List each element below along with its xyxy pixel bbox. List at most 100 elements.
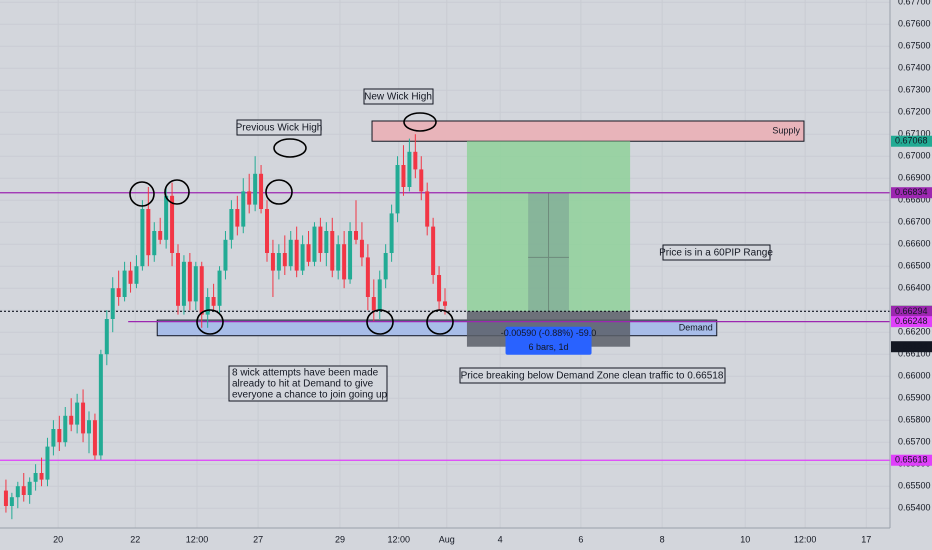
- candle-body: [205, 297, 210, 315]
- annotations: Previous Wick High New Wick High Price i…: [129, 88, 773, 402]
- measure-box: [505, 326, 592, 355]
- candle-body: [312, 226, 317, 262]
- y-tick-label: 0.67600: [898, 19, 931, 29]
- candle-body: [158, 231, 163, 240]
- candle-body: [33, 473, 38, 482]
- grid: [0, 0, 890, 528]
- candle-body: [92, 420, 97, 456]
- zone: [371, 120, 805, 142]
- candle-body: [63, 415, 68, 443]
- candle-body: [199, 266, 204, 315]
- candle-body: [104, 319, 109, 355]
- candle-body: [211, 297, 216, 306]
- candle-body: [342, 244, 347, 280]
- y-tick-label: 0.67300: [898, 85, 931, 95]
- candle-body: [359, 239, 364, 258]
- y-tick-label: 0.66900: [898, 173, 931, 183]
- y-tick-label: 0.66200: [898, 327, 931, 337]
- x-tick-label: 29: [335, 534, 345, 544]
- price-label: 0.66248: [895, 316, 928, 326]
- candle-body: [354, 231, 358, 240]
- candle-body: [170, 195, 175, 253]
- candle-body: [401, 165, 406, 187]
- y-tick-label: 0.67000: [898, 151, 931, 161]
- y-tick-label: 0.66000: [898, 371, 931, 381]
- drawings: Supply Demand -0.00590 (-0.88%) -59.0 6 bar…: [0, 120, 890, 461]
- candle-body: [187, 261, 192, 302]
- x-tick-label: 22: [130, 534, 140, 544]
- price-label: 0.67068: [895, 136, 928, 146]
- candle-body: [288, 239, 293, 267]
- note-box: [228, 365, 388, 402]
- note-box: [363, 88, 434, 105]
- candle-body: [300, 244, 305, 271]
- note: Previous Wick High: [236, 123, 323, 134]
- price-label-bg: [891, 454, 932, 466]
- candle-body: [431, 226, 436, 275]
- candle-body: [51, 429, 56, 447]
- plot: [3, 134, 447, 520]
- note: Price is in a 60PIP Range: [659, 248, 773, 259]
- note: New Wick High: [364, 92, 432, 103]
- measure-sublabel: 6 bars, 1d: [529, 342, 569, 352]
- price-label-bg: [891, 341, 932, 353]
- y-tick-label: 0.67100: [898, 129, 931, 139]
- y-tick-label: 0.66600: [898, 239, 931, 249]
- price-label-bg: [891, 316, 932, 328]
- candle-body: [437, 275, 442, 302]
- candle-body: [87, 420, 91, 434]
- y-tick-label: 0.67500: [898, 41, 931, 51]
- candle-body: [134, 266, 139, 284]
- candle-body: [336, 244, 341, 271]
- y-tick-label: 0.65800: [898, 415, 931, 425]
- circle: [366, 309, 394, 335]
- y-tick-label: 0.65700: [898, 437, 931, 447]
- candle-body: [176, 253, 180, 306]
- y-tick-label: 0.65500: [898, 481, 931, 491]
- x-tick-label: 8: [660, 534, 665, 544]
- circle: [196, 309, 224, 335]
- x-tick-label: 12:00: [387, 534, 410, 544]
- note: 8 wick attempts have been made: [232, 368, 379, 379]
- candle-body: [419, 169, 424, 192]
- price-label: 0.66134: [895, 341, 928, 351]
- zone-label: Demand: [679, 322, 713, 332]
- note-box: [662, 244, 771, 261]
- y-tick-label: 0.66700: [898, 217, 931, 227]
- candle-body: [294, 239, 299, 271]
- candle-body: [395, 165, 400, 214]
- y-tick-label: 0.65900: [898, 393, 931, 403]
- x-tick-label: 12:00: [794, 534, 817, 544]
- y-tick-label: 0.66400: [898, 283, 931, 293]
- x-tick-label: 17: [861, 534, 871, 544]
- x-tick-label: 10: [740, 534, 750, 544]
- x-tick-label: 4: [498, 534, 503, 544]
- measure-label: -0.00590 (-0.88%) -59.0: [501, 328, 597, 338]
- candle-body: [75, 402, 80, 425]
- candle-body: [15, 486, 20, 498]
- candle-body: [140, 209, 145, 267]
- candle-body: [57, 429, 62, 443]
- note-box: [236, 119, 322, 136]
- note: everyone a chance to join going up: [232, 390, 388, 401]
- circle: [129, 181, 155, 207]
- x-tick-label: 27: [253, 534, 263, 544]
- candle-body: [306, 244, 311, 262]
- candle-body: [413, 151, 418, 170]
- x-tick-label: 6: [578, 534, 583, 544]
- y-tick-label: 0.67200: [898, 107, 931, 117]
- candle-body: [443, 301, 447, 306]
- price-label-bg: [891, 187, 932, 199]
- candle-body: [348, 231, 353, 280]
- candle-body: [235, 209, 240, 227]
- note: Price breaking below Demand Zone clean t…: [461, 371, 724, 382]
- candle-body: [3, 490, 8, 506]
- candle-body: [389, 213, 394, 253]
- price-label: 0.66294: [895, 306, 928, 316]
- candle-body: [425, 191, 430, 227]
- candle-body: [45, 446, 50, 480]
- candle-body: [39, 473, 44, 480]
- note: already to hit at Demand to give: [232, 379, 374, 390]
- candle-body: [247, 191, 252, 205]
- y-tick-label: 0.66500: [898, 261, 931, 271]
